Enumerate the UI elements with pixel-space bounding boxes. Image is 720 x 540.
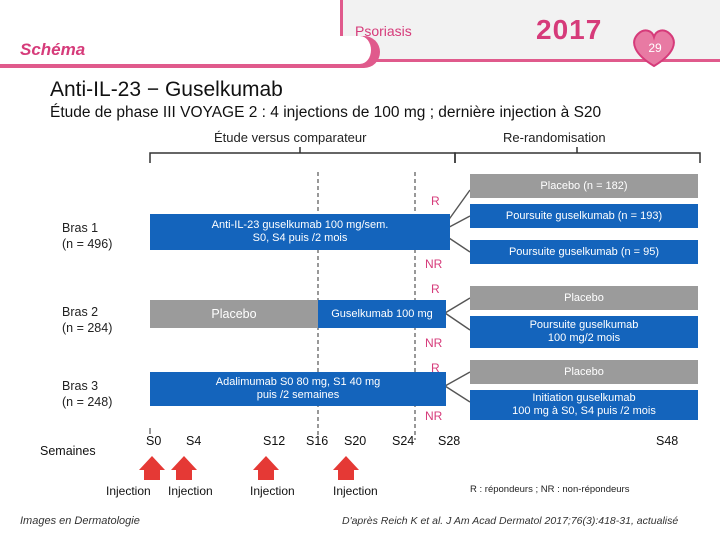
section-tab [0, 36, 374, 64]
header-topic: Psoriasis [355, 23, 412, 39]
arm-1-box-line2: S0, S4 puis /2 mois [252, 232, 348, 244]
injection-label-s20: Injection [333, 484, 378, 498]
arm-2-r-placebo-box: Placebo [470, 286, 698, 310]
week-s4: S4 [186, 434, 202, 448]
week-s28: S28 [438, 434, 461, 448]
arm-2-r-label: R [431, 282, 440, 296]
week-s0: S0 [146, 434, 162, 448]
week-s12: S12 [263, 434, 286, 448]
arm-1-guselkumab-box: Anti-IL-23 guselkumab 100 mg/sem. S0, S4… [150, 214, 450, 250]
week-s16: S16 [306, 434, 329, 448]
arm-3-nr-line1: Initiation guselkumab [532, 392, 636, 404]
header-banner [340, 0, 720, 62]
arm-2-name: Bras 2 [62, 305, 99, 319]
arm-1-continue-nr-box: Poursuite guselkumab (n = 95) [470, 240, 698, 264]
arm-3-nr-line2: 100 mg à S0, S4 puis /2 mois [512, 405, 656, 417]
injection-label-s12: Injection [250, 484, 295, 498]
arm-3-box-line2: puis /2 semaines [256, 389, 340, 401]
arm-2-nr-line2: 100 mg/2 mois [547, 332, 621, 344]
weeks-axis-title: Semaines [40, 444, 96, 458]
arm-3-adalimumab-box: Adalimumab S0 80 mg, S1 40 mg puis /2 se… [150, 372, 446, 406]
arm-1-name: Bras 1 [62, 221, 99, 235]
arm-3-box-line1: Adalimumab S0 80 mg, S1 40 mg [215, 376, 381, 388]
arm-3-count: (n = 248) [62, 395, 113, 409]
arm-1-box-line1: Anti-IL-23 guselkumab 100 mg/sem. [211, 219, 389, 231]
arm-1-placebo-box: Placebo (n = 182) [470, 174, 698, 198]
arm-2-nr-box: Poursuite guselkumab 100 mg/2 mois [470, 316, 698, 348]
arm-2-label: Bras 2 (n = 284) [62, 304, 112, 336]
arm-3-r-label: R [431, 361, 440, 375]
injection-arrow-icon [139, 456, 165, 480]
arm-2-nr-label: NR [425, 336, 443, 350]
rerandom-phase-label: Re-randomisation [503, 130, 606, 145]
injection-arrow-icon [171, 456, 197, 480]
heart-icon [633, 29, 675, 68]
arm-2-count: (n = 284) [62, 321, 113, 335]
arm-3-label: Bras 3 (n = 248) [62, 378, 112, 410]
footer-reference: D'après Reich K et al. J Am Acad Dermato… [342, 515, 679, 527]
response-legend: R : répondeurs ; NR : non-répondeurs [470, 484, 630, 495]
arm-1-nr-label: NR [425, 257, 443, 271]
arm-1-label: Bras 1 (n = 496) [62, 220, 112, 252]
arm-2-nr-line1: Poursuite guselkumab [529, 319, 639, 331]
page-subtitle: Étude de phase III VOYAGE 2 : 4 injectio… [50, 104, 602, 121]
arm-1-count: (n = 496) [62, 237, 113, 251]
page-title: Anti-IL-23 − Guselkumab [50, 78, 283, 101]
week-s24: S24 [392, 434, 415, 448]
injection-arrow-icon [253, 456, 279, 480]
arm-3-nr-box: Initiation guselkumab 100 mg à S0, S4 pu… [470, 390, 698, 420]
injection-label-s0: Injection [106, 484, 151, 498]
header-year: 2017 [536, 14, 603, 45]
arm-2-placebo-box: Placebo [150, 300, 318, 328]
arm-3-r-placebo-box: Placebo [470, 360, 698, 384]
arm-1-continue-r-box: Poursuite guselkumab (n = 193) [470, 204, 698, 228]
week-s20: S20 [344, 434, 367, 448]
arm-3-name: Bras 3 [62, 379, 99, 393]
section-title: Schéma [20, 40, 86, 59]
arm-1-r-label: R [431, 194, 440, 208]
arm-3-nr-label: NR [425, 409, 443, 423]
footer-source-left: Images en Dermatologie [20, 515, 140, 527]
arm-2-guselkumab-box: Guselkumab 100 mg [318, 300, 446, 328]
page-number: 29 [648, 41, 662, 55]
injection-label-s4: Injection [168, 484, 213, 498]
injection-arrow-icon [333, 456, 359, 480]
comparator-phase-label: Étude versus comparateur [214, 130, 367, 145]
week-s48: S48 [656, 434, 679, 448]
